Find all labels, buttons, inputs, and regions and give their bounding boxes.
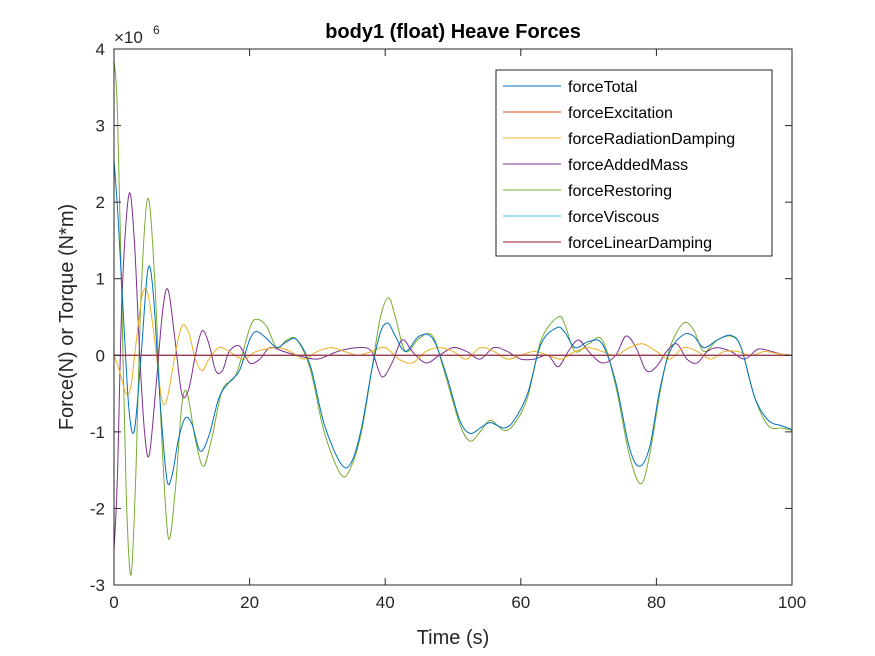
x-tick-label: 80: [647, 593, 666, 612]
y-axis-label: Force(N) or Torque (N*m): [56, 204, 78, 430]
legend-label-force-added-mass: forceAddedMass: [568, 157, 688, 174]
series-line-force-total: [113, 159, 793, 486]
y-tick-label: 3: [96, 117, 105, 136]
y-tick-label: 1: [96, 270, 105, 289]
x-tick-label: 20: [240, 593, 259, 612]
y-tick-label: 2: [96, 193, 105, 212]
ticks-layer: 0 20 40 60 80 100 -3 -2 -1 0 1 2 3 4: [90, 40, 806, 612]
series-line-force-radiation-damping: [113, 287, 793, 406]
y-tick-label: -1: [90, 423, 105, 442]
x-tick-label: 40: [376, 593, 395, 612]
x-axis-label: Time (s): [417, 627, 490, 649]
legend-label-force-radiation-damping: forceRadiationDamping: [568, 131, 735, 148]
x-tick-label: 100: [778, 593, 806, 612]
legend-label-force-viscous: forceViscous: [568, 209, 659, 226]
y-exponent-power: 6: [153, 23, 160, 37]
y-exponent: ×10 6: [114, 23, 160, 47]
legend-label-force-total: forceTotal: [568, 79, 637, 96]
y-tick-label: 0: [96, 346, 105, 365]
chart-title: body1 (float) Heave Forces: [325, 21, 581, 43]
axes-box: [113, 48, 793, 586]
x-tick-label: 60: [511, 593, 530, 612]
x-tick-label: 0: [109, 593, 118, 612]
y-tick-label: -2: [90, 499, 105, 518]
legend-label-force-excitation: forceExcitation: [568, 105, 673, 122]
y-tick-label: 4: [96, 40, 105, 59]
legend: forceTotal forceExcitation forceRadiationD…: [495, 69, 773, 257]
legend-label-force-restoring: forceRestoring: [568, 183, 672, 200]
legend-box: [495, 69, 773, 257]
series-layer: [113, 60, 793, 576]
y-tick-label: -3: [90, 576, 105, 595]
legend-label-force-linear-damping: forceLinearDamping: [568, 235, 712, 252]
y-exponent-base: ×10: [114, 28, 143, 47]
